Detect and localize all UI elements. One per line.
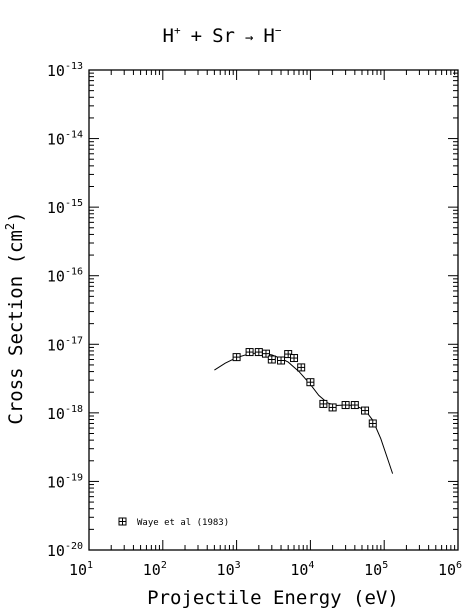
legend-label: Waye et al (1983): [137, 518, 229, 528]
x-tick-label: 102: [143, 560, 167, 579]
data-point: [232, 353, 241, 362]
y-tick-label: 10-18: [47, 404, 83, 423]
y-tick-label: 10-20: [47, 541, 83, 560]
x-axis-label: Projectile Energy (eV): [147, 587, 399, 609]
data-point: [267, 355, 276, 364]
x-tick-label: 104: [290, 560, 314, 579]
y-axis-label: Cross Section (cm2): [3, 211, 27, 424]
y-tick-label: 10-13: [47, 61, 83, 80]
x-tick-label: 106: [438, 560, 462, 579]
data-point: [277, 356, 286, 365]
y-tick-label: 10-19: [47, 472, 83, 491]
legend: Waye et al (1983): [118, 517, 229, 528]
x-tick-label: 101: [69, 560, 93, 579]
data-point: [341, 401, 350, 410]
y-tick-labels: 10-13 10-14 10-15 10-16 10-17 10-18 10-19 10-20: [47, 61, 83, 560]
x-tick-labels: 101 102 103 104 105 106: [69, 560, 462, 579]
data-point: [245, 348, 254, 357]
x-tick-label: 105: [364, 560, 388, 579]
data-point: [290, 354, 299, 363]
y-tick-label: 10-17: [47, 335, 83, 354]
data-point: [254, 348, 263, 357]
y-tick-label: 10-16: [47, 267, 83, 286]
data-point: [361, 406, 370, 415]
data-point: [319, 399, 328, 408]
data-point: [368, 419, 377, 428]
y-tick-label: 10-15: [47, 198, 83, 217]
data-point: [350, 401, 359, 410]
data-point: [261, 349, 270, 358]
legend-marker: [118, 517, 127, 526]
axis-ticks: [88, 70, 458, 551]
data-point: [306, 378, 315, 387]
x-tick-label: 103: [217, 560, 241, 579]
plot-frame: [88, 69, 459, 551]
y-tick-label: 10-14: [47, 130, 83, 149]
data-point: [328, 403, 337, 412]
data-point: [297, 363, 306, 372]
chart-title: H+ + Sr → H−: [163, 24, 282, 47]
data-points: [232, 348, 377, 428]
